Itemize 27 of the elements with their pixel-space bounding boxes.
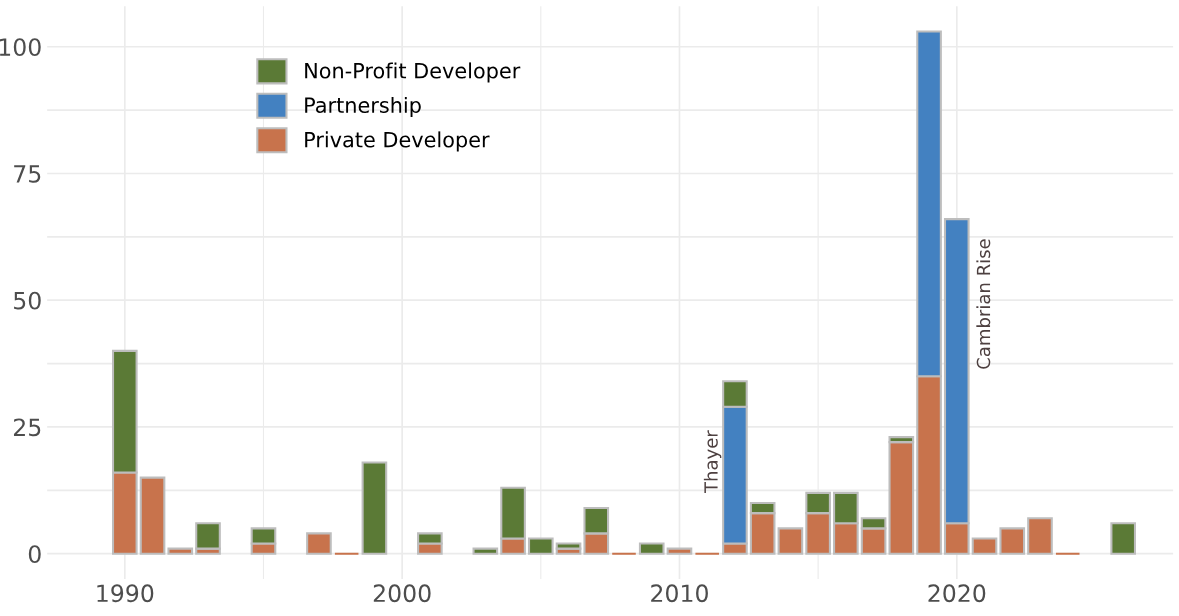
x-tick-label: 2000 [373, 584, 431, 603]
legend-label: Partnership [305, 96, 421, 118]
bar [666, 547, 693, 555]
x-tick-label: 2020 [928, 584, 986, 603]
legend-label: Private Developer [305, 131, 490, 152]
bar [472, 547, 499, 555]
y-tick-label: 25 [13, 418, 41, 437]
bar [527, 537, 554, 555]
bar [139, 476, 166, 555]
bar [306, 532, 332, 555]
annotation: Cambrian Rise [976, 239, 991, 369]
legend-label: Non-Profit Developer [305, 62, 521, 83]
y-tick-label: 50 [14, 291, 41, 310]
bar [638, 542, 665, 555]
bar [1110, 522, 1137, 555]
bar [1027, 517, 1053, 555]
y-tick-label: 100 [0, 38, 41, 57]
annotation: Thayer [703, 430, 722, 494]
bar [361, 461, 388, 555]
y-tick-label: 0 [28, 545, 41, 563]
bar [999, 527, 1026, 555]
y-tick-label: 75 [14, 165, 41, 183]
bar [777, 527, 804, 555]
bar [167, 547, 194, 555]
x-tick-label: 1990 [97, 584, 154, 603]
bar [971, 537, 998, 555]
x-tick-label: 2010 [651, 584, 708, 603]
